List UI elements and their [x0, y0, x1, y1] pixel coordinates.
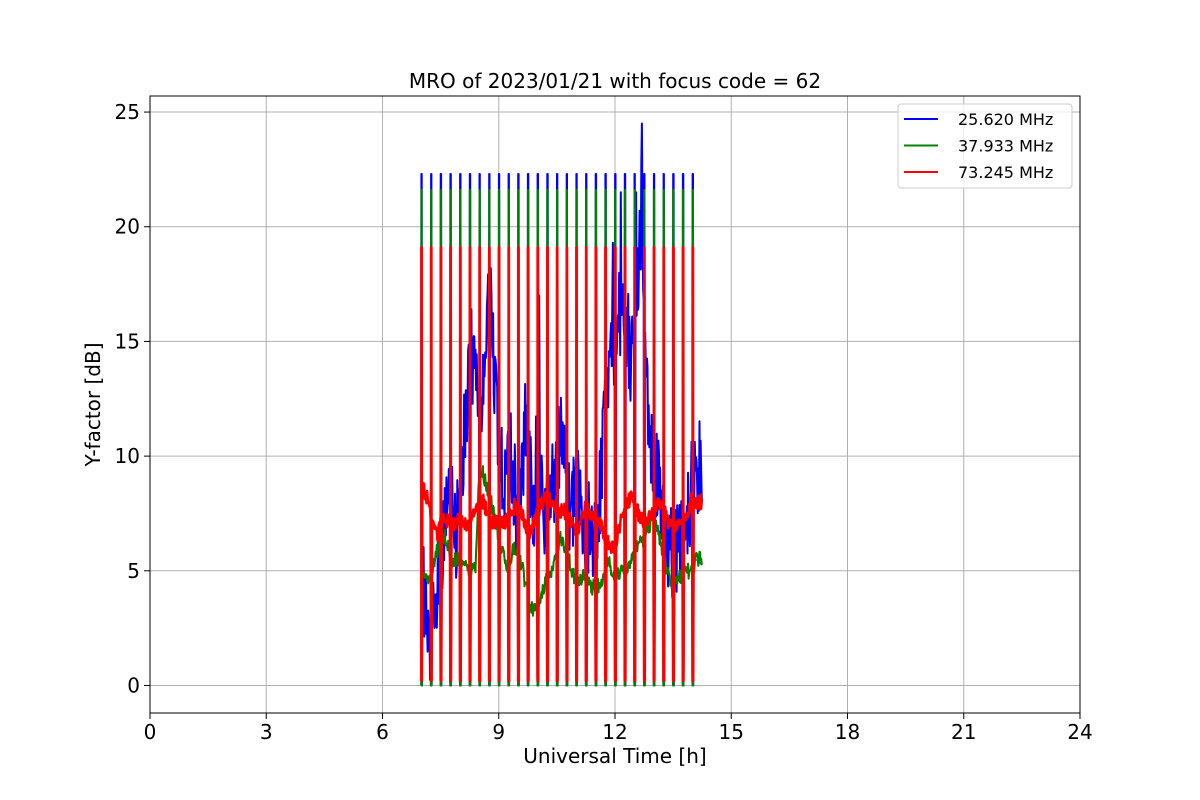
x-tick-label: 21 — [951, 720, 976, 744]
x-axis-label: Universal Time [h] — [523, 744, 706, 768]
legend-box — [897, 103, 1073, 189]
y-tick-label: 15 — [115, 329, 140, 353]
legend-label: 37.933 MHz — [958, 137, 1053, 156]
legend-label: 25.620 MHz — [958, 110, 1053, 129]
legend-label: 73.245 MHz — [958, 163, 1053, 182]
x-tick-label: 6 — [376, 720, 389, 744]
y-tick-label: 5 — [127, 559, 140, 583]
x-tick-label: 12 — [602, 720, 627, 744]
y-tick-label: 0 — [127, 673, 140, 697]
legend: 25.620 MHz 37.933 MHz 73.245 MHz — [897, 103, 1073, 189]
x-tick-label: 18 — [835, 720, 860, 744]
x-tick-label: 24 — [1067, 720, 1092, 744]
series-line-3 — [420, 246, 704, 683]
chart-title: MRO of 2023/01/21 with focus code = 62 — [409, 69, 821, 93]
y-axis-label: Y-factor [dB] — [81, 342, 105, 467]
ticks: 0 3 6 9 12 15 18 21 24 0 5 10 15 20 25 — [115, 100, 1093, 744]
y-tick-label: 10 — [115, 444, 140, 468]
x-tick-label: 15 — [719, 720, 744, 744]
y-tick-label: 20 — [115, 215, 140, 239]
y-tick-label: 25 — [115, 100, 140, 124]
x-tick-label: 3 — [260, 720, 273, 744]
x-tick-label: 0 — [144, 720, 157, 744]
plot-area — [420, 122, 704, 687]
x-tick-label: 9 — [492, 720, 505, 744]
